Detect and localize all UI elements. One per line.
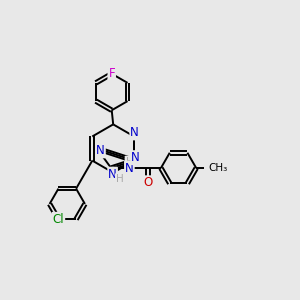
Text: Cl: Cl (52, 213, 64, 226)
Text: F: F (108, 67, 115, 80)
Text: N: N (125, 162, 134, 175)
Text: N: N (130, 126, 139, 140)
Text: N: N (131, 151, 140, 164)
Text: CH₃: CH₃ (208, 163, 228, 173)
Text: O: O (143, 176, 152, 189)
Text: H: H (116, 174, 124, 184)
Text: H: H (125, 157, 133, 166)
Text: N: N (108, 168, 117, 181)
Text: N: N (96, 144, 105, 158)
